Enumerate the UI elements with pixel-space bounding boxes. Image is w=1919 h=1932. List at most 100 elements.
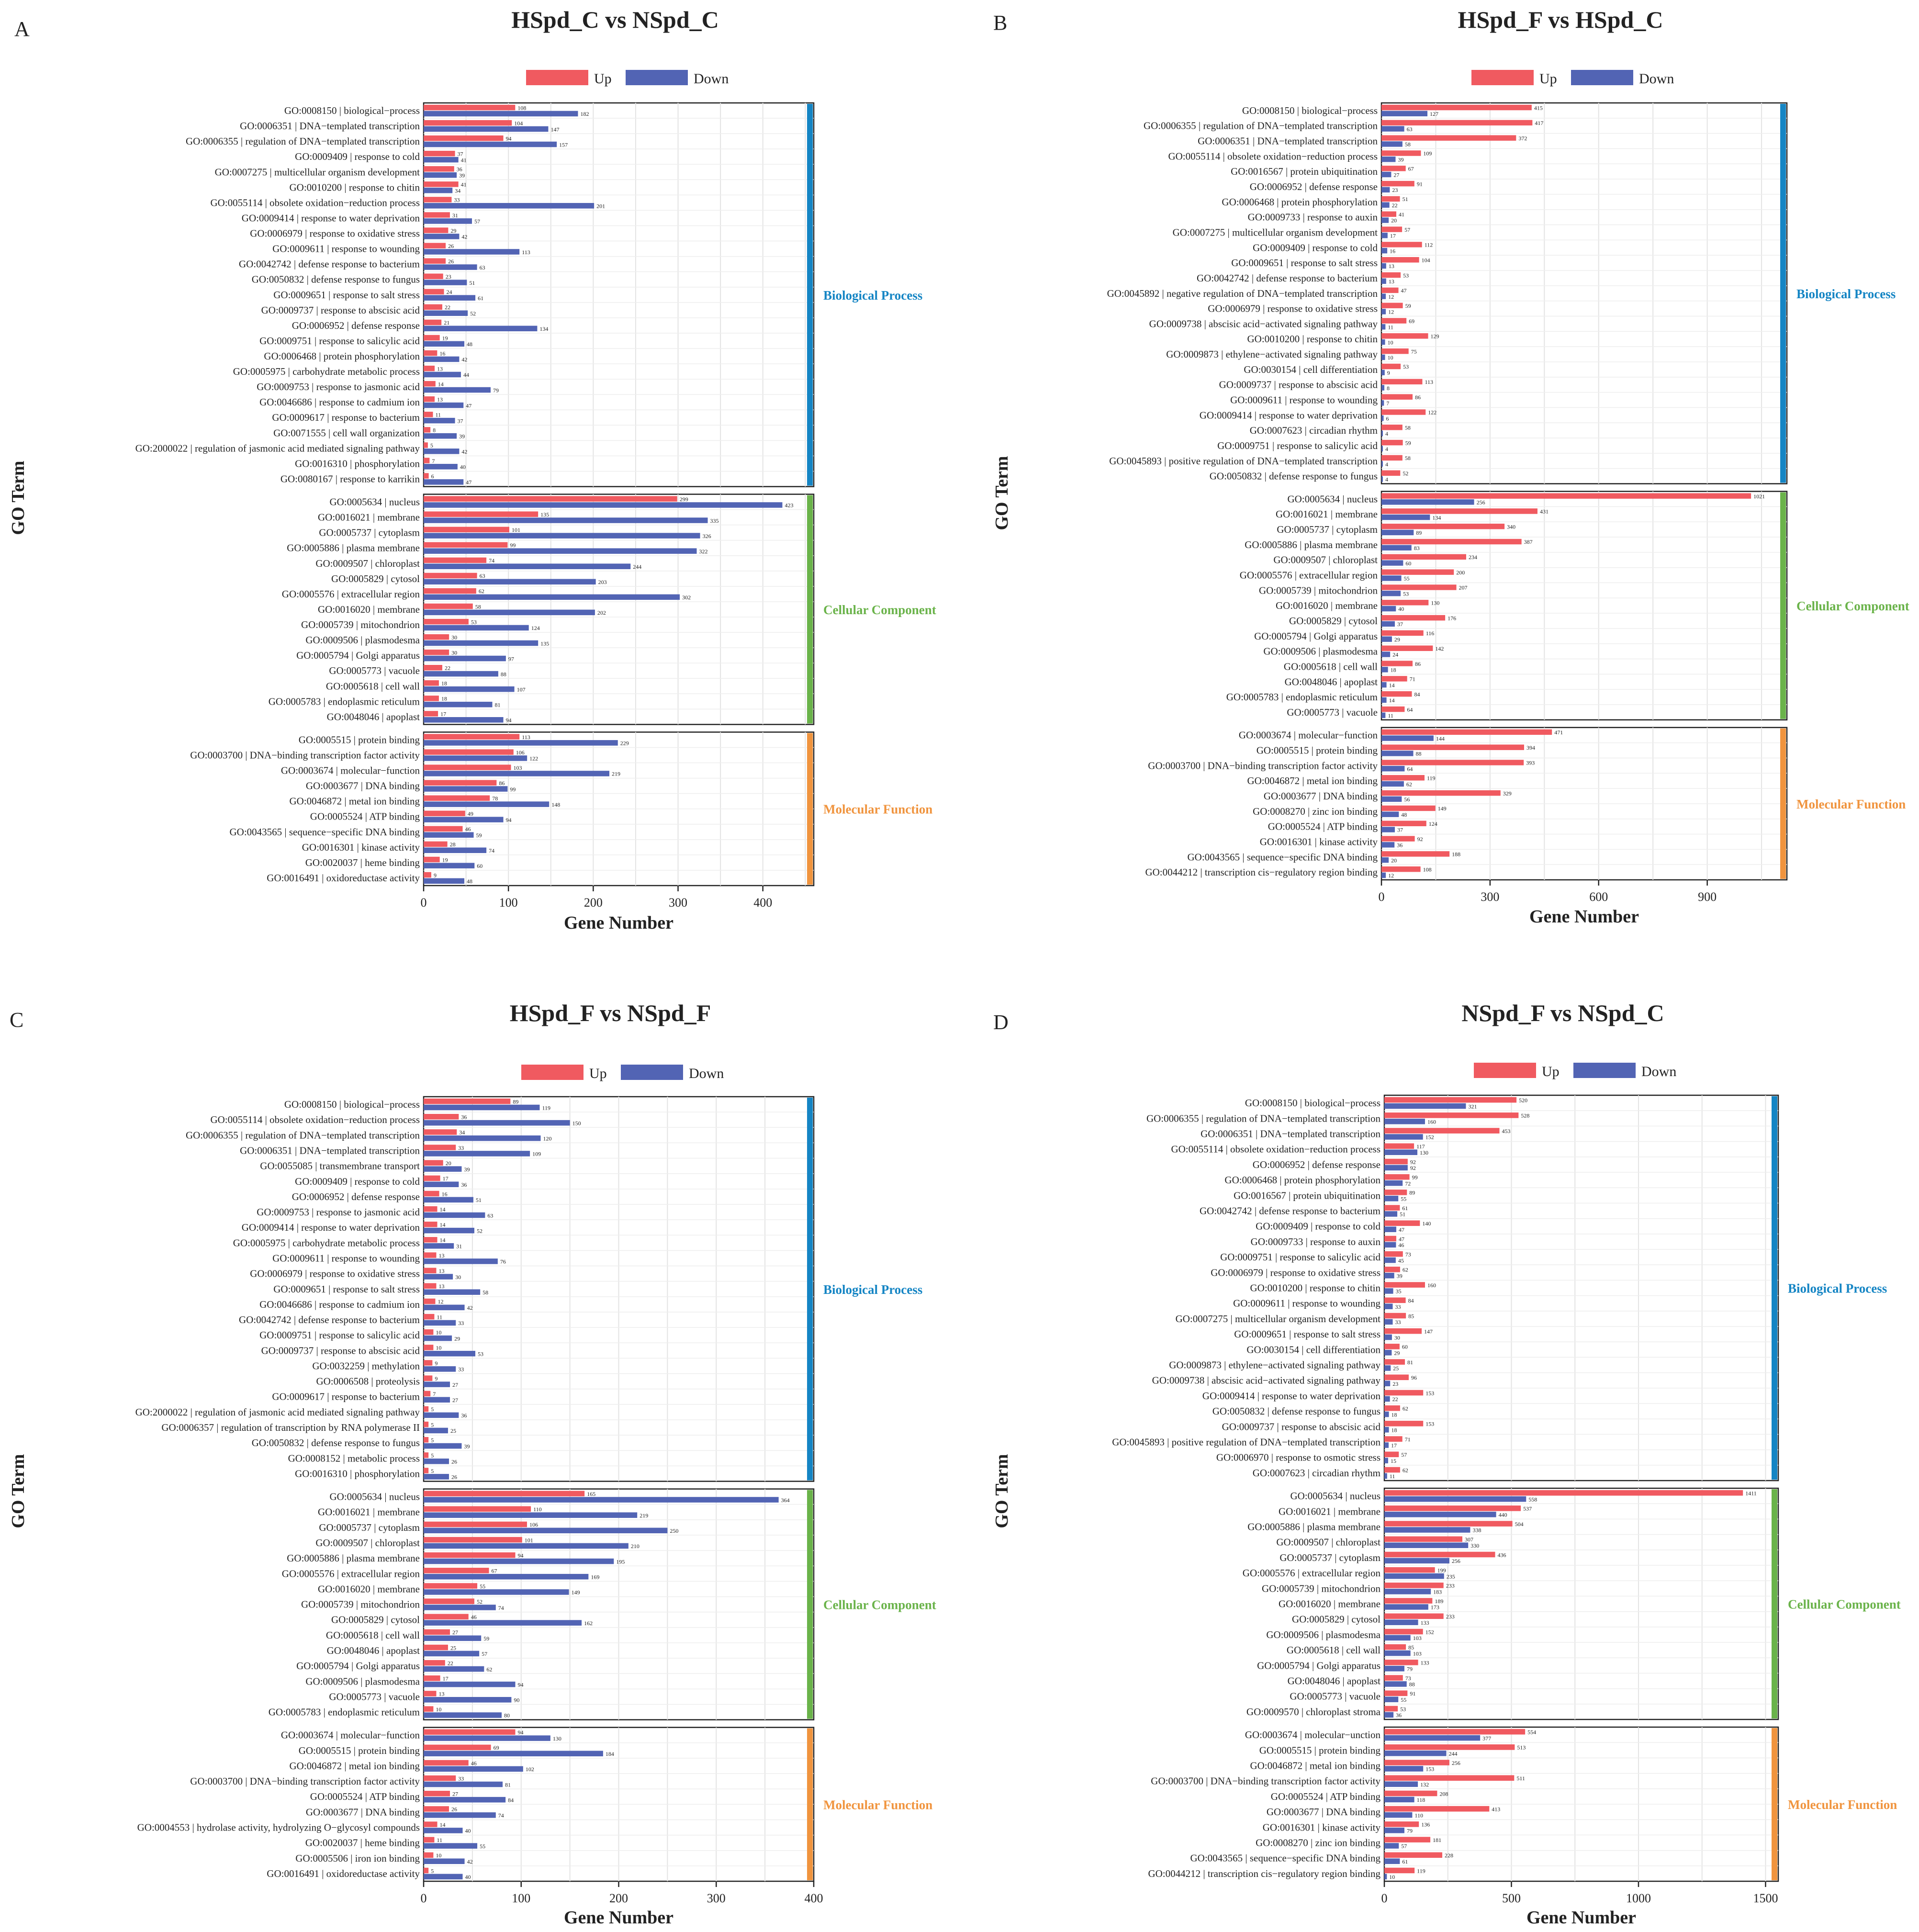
bar-value-up: 30 [451,649,457,656]
term-label: GO:0005794 | Golgi apparatus [296,1660,420,1672]
term-row: GO:0009651 | response to salt stress 147 3… [1234,1328,1433,1341]
bar-value-down: 37 [1397,621,1403,628]
bar-value-down: 130 [553,1735,561,1742]
term-row: GO:0042742 | defense response to bacteri… [239,258,485,271]
bar-up [424,212,450,218]
bar-down [424,1412,459,1418]
bar-up [424,396,435,402]
bar-down [424,1512,638,1518]
bar-up [424,381,436,387]
bar-down [1381,827,1395,832]
term-label: GO:0005886 | plasma membrane [287,542,420,554]
term-label: GO:0007623 | circadian rhythm [1250,425,1378,436]
bar-value-up: 47 [1399,1236,1404,1242]
bar-value-down: 30 [1394,1334,1400,1341]
bar-up [424,1145,456,1150]
bar-up [1381,820,1426,826]
term-label: GO:0080167 | response to karrikin [281,473,420,484]
bar-value-down: 79 [1407,1828,1413,1834]
bar-down [1384,1604,1428,1610]
legend-swatch-up [1471,70,1534,85]
bar-down [424,755,527,761]
bar-value-down: 229 [620,740,629,747]
bar-value-down: 195 [616,1558,625,1565]
term-row: GO:0046872 | metal ion binding 78 148 [289,795,560,808]
bar-up [424,1468,429,1473]
bar-down [1381,141,1403,147]
bar-value-down: 150 [572,1120,581,1126]
term-label: GO:0005783 | endoplasmic reticulum [269,1707,420,1718]
bar-value-down: 321 [1468,1103,1477,1110]
term-row: GO:0030154 | cell differentiation 53 9 [1244,363,1409,376]
bar-up [1381,166,1406,171]
category-strip [1772,1728,1777,1880]
term-label: GO:0005739 | mitochondrion [301,1599,420,1610]
term-row: GO:0006979 | response to oxidative stres… [250,1268,461,1281]
bar-value-up: 96 [1411,1374,1417,1381]
bar-value-up: 33 [458,1145,464,1151]
bar-down [1384,1442,1389,1448]
bar-value-up: 52 [477,1598,483,1605]
bar-down [424,326,538,332]
bar-value-down: 152 [1425,1134,1434,1141]
term-row: GO:0008150 | biological−process 89 119 [284,1098,550,1111]
term-row: GO:0008150 | biological−process 520 321 [1245,1097,1527,1110]
x-tick-label: 400 [805,1891,823,1905]
bar-down [1384,1134,1423,1140]
bar-value-down: 148 [551,801,560,808]
bar-value-up: 67 [1408,166,1414,172]
bar-up [1384,1629,1423,1635]
term-label: GO:0005794 | Golgi apparatus [1257,1660,1380,1671]
term-label: GO:0048046 | apoplast [327,711,420,722]
bar-value-up: 9 [435,1375,438,1382]
term-label: GO:0009737 | response to abscisic acid [261,1345,420,1356]
bar-value-down: 135 [540,640,549,647]
term-row: GO:0006351 | DNA−templated transcription… [240,120,559,133]
bar-up [1384,1313,1406,1319]
y-axis-title: GO Term [992,1454,1012,1528]
bar-up [1381,523,1505,529]
term-label: GO:0005794 | Golgi apparatus [1254,630,1378,642]
bar-value-up: 147 [1424,1328,1433,1335]
term-label: GO:0009738 | abscisic acid−activated sig… [1149,318,1378,329]
term-label: GO:0009611 | response to wounding [272,1252,420,1264]
term-row: GO:0005524 | ATP binding 27 84 [310,1791,514,1804]
bar-up [1381,272,1401,278]
category-label: Cellular Component [1788,1597,1901,1612]
bar-value-up: 52 [1403,470,1408,477]
bar-value-down: 42 [461,449,467,455]
term-label: GO:0009737 | response to abscisic acid [1222,1421,1381,1432]
panel-D: D NSpd_F vs NSpd_C Up Down GO Term Gene Numbe… [992,1000,1901,1928]
bar-value-down: 120 [543,1135,552,1142]
term-label: GO:0016491 | oxidoreductase activity [267,872,420,884]
bar-down [424,126,549,132]
term-row: GO:0008150 | biological−process 415 127 [1242,104,1543,117]
bar-value-down: 17 [1390,233,1396,239]
term-row: GO:0005829 | cytosol 63 203 [331,573,607,585]
term-row: GO:0009753 | response to jasmonic acid 14… [257,381,499,393]
bar-down [424,387,491,393]
x-tick-label: 0 [1381,1891,1388,1905]
term-label: GO:0006468 | protein phosphorylation [1224,1174,1380,1186]
term-row: GO:0045892 | negative regulation of DNA−… [1107,287,1407,300]
bar-value-up: 9 [434,872,437,878]
term-row: GO:0005634 | nucleus 1411 558 [1290,1490,1756,1503]
bar-down [1384,1619,1418,1625]
bar-value-up: 26 [451,1806,457,1813]
bar-down [424,464,458,470]
bar-value-up: 133 [1421,1660,1429,1666]
term-row: GO:0009507 | chloroplast 101 210 [315,1537,640,1550]
term-row: GO:0005739 | mitochondrion 53 124 [301,618,540,631]
bar-value-up: 46 [471,1760,477,1766]
bar-up [1381,676,1407,682]
bar-up [1381,409,1426,415]
bar-value-up: 89 [1409,1190,1415,1196]
bar-value-down: 33 [458,1366,464,1373]
term-row: GO:0009414 | response to water deprivati… [242,1222,483,1235]
bar-down [424,1620,582,1626]
term-row: GO:0016310 | phosphorylation 7 40 [295,458,466,471]
bar-value-down: 63 [480,264,485,271]
bar-value-down: 18 [1391,667,1396,674]
bar-up [1381,470,1401,476]
